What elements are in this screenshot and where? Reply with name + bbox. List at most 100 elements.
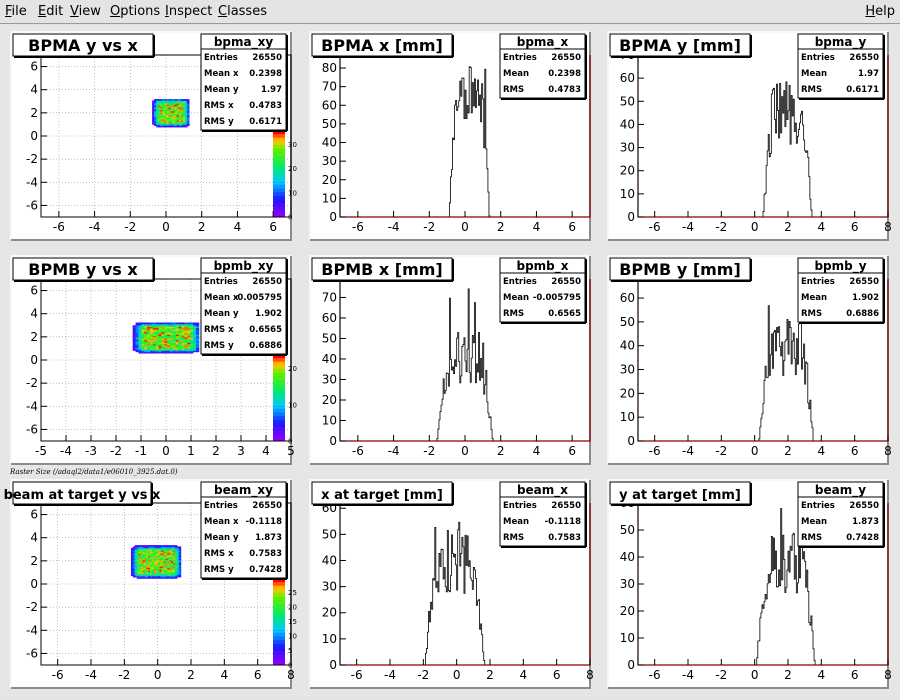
heatmap-cell: [156, 99, 159, 101]
heatmap-cell: [159, 571, 163, 574]
heatmap-cell: [155, 569, 159, 571]
x-tick-label: -4: [388, 444, 400, 458]
heatmap-cell: [174, 109, 178, 112]
menu-edit[interactable]: Edit: [38, 4, 64, 19]
palette-segment: [273, 144, 285, 149]
heatmap-cell: [169, 563, 172, 566]
heatmap-cell: [144, 335, 148, 338]
heatmap-cell: [134, 550, 138, 553]
heatmap-cell: [173, 561, 176, 563]
menu-classes[interactable]: Classes: [218, 4, 267, 19]
heatmap-cell: [167, 570, 170, 573]
palette-segment: [273, 639, 285, 644]
heatmap-cell: [175, 551, 178, 554]
heatmap-cell: [193, 342, 197, 345]
heatmap-cell: [160, 116, 163, 119]
heatmap-cell: [140, 559, 143, 562]
heatmap-cell: [178, 343, 182, 346]
heatmap-cell: [173, 562, 176, 565]
palette-segment: [273, 408, 285, 413]
heatmap-cell: [170, 338, 174, 341]
menu-view[interactable]: View: [70, 4, 101, 19]
heatmap-cell: [152, 547, 155, 550]
heatmap-cell: [182, 120, 186, 123]
heatmap-cell: [163, 546, 166, 549]
heatmap-cell: [172, 121, 176, 124]
heatmap-cell: [148, 574, 151, 577]
heatmap-cell: [195, 331, 200, 334]
heatmap-cell: [185, 119, 188, 121]
y-tick-label: 50: [620, 94, 635, 108]
heatmap-cell: [161, 553, 164, 555]
heatmap-cell: [150, 569, 153, 571]
heatmap-cell: [161, 545, 164, 547]
heatmap-cell: [146, 569, 149, 571]
heatmap-cell: [140, 570, 143, 573]
heatmap-cell: [175, 569, 178, 571]
heatmap-cell: [180, 104, 184, 107]
heatmap-cell: [142, 561, 145, 563]
x-tick-label: -4: [682, 444, 694, 458]
heatmap-cell: [163, 547, 166, 550]
heatmap-cell: [170, 329, 174, 331]
heatmap-cell: [144, 325, 148, 327]
menu-inspect[interactable]: Inspect: [165, 4, 213, 19]
heatmap-cell: [132, 559, 136, 562]
palette-segment: [273, 379, 285, 384]
heatmap-cell: [164, 323, 168, 326]
heatmap-cell: [165, 549, 168, 551]
heatmap-cell: [174, 121, 178, 124]
heatmap-cell: [161, 349, 165, 351]
heatmap-cell: [158, 341, 162, 343]
heatmap-cell: [178, 554, 182, 557]
heatmap-cell: [134, 565, 138, 567]
heatmap-cell: [150, 553, 153, 555]
heatmap-cell: [172, 346, 177, 349]
heatmap-cell: [158, 99, 161, 101]
heatmap-cell: [167, 346, 171, 349]
heatmap-cell: [170, 331, 174, 334]
heatmap-cell: [150, 575, 153, 578]
heatmap-cell: [147, 327, 151, 330]
heatmap-cell: [135, 347, 139, 350]
heatmap-cell: [174, 125, 178, 128]
heatmap-cell: [130, 551, 134, 554]
heatmap-cell: [162, 109, 165, 112]
heatmap-cell: [173, 550, 176, 553]
heatmap-cell: [176, 558, 180, 561]
heatmap-cell: [149, 333, 154, 335]
heatmap-cell: [175, 330, 180, 333]
heatmap-cell: [178, 346, 182, 349]
root-canvas[interactable]: Raster Size (/adaql2/data1/e06010_3925.d…: [2, 26, 898, 698]
heatmap-cell: [166, 100, 169, 103]
heatmap-cell: [135, 327, 139, 330]
heatmap-cell: [193, 327, 197, 330]
menu-help[interactable]: Help: [865, 4, 895, 19]
heatmap-cell: [159, 557, 163, 559]
heatmap-cell: [170, 101, 174, 104]
heatmap-cell: [176, 547, 180, 550]
heatmap-cell: [195, 325, 200, 327]
menu-options[interactable]: Options: [110, 4, 161, 19]
menu-file[interactable]: File: [5, 4, 27, 19]
heatmap-cell: [178, 555, 182, 558]
heatmap-cell: [184, 346, 188, 349]
heatmap-cell: [167, 322, 171, 325]
heatmap-cell: [155, 337, 159, 339]
heatmap-cell: [193, 333, 197, 335]
pad-bpma_y[interactable]: -6-4-202468010203040506070BPMA y [mm]bpm…: [607, 31, 892, 241]
heatmap-cell: [158, 331, 162, 334]
heatmap-cell: [193, 330, 197, 333]
x-axis: -6 -4 -2 0 2 4 6: [53, 211, 277, 234]
heatmap-cell: [178, 570, 182, 573]
pad-beam_y[interactable]: -6-4-2024680102030405060y at target [mm]…: [607, 479, 892, 689]
heatmap-cell: [162, 100, 165, 103]
heatmap-cell: [157, 569, 161, 571]
